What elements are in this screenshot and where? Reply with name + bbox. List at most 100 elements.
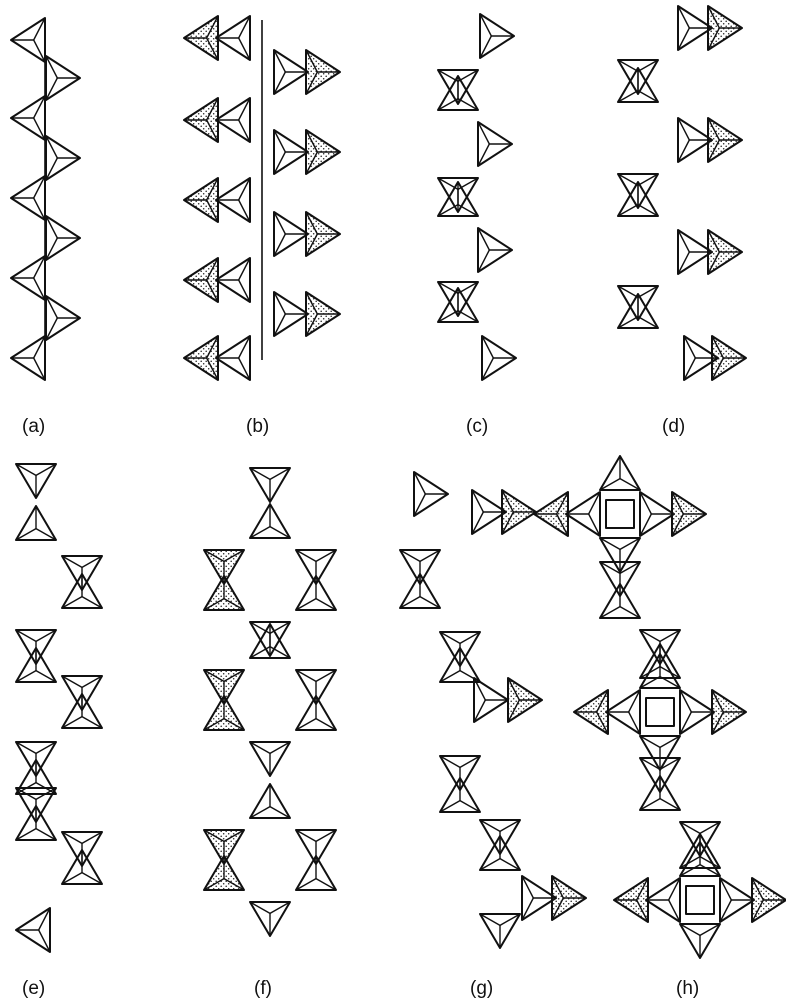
tetrahedron-face bbox=[479, 835, 521, 871]
tetrahedron-face bbox=[61, 555, 103, 591]
tetrahedron-edge bbox=[45, 317, 58, 341]
tetrahedron bbox=[679, 689, 715, 735]
tetrahedron-face bbox=[473, 677, 509, 723]
tetrahedron bbox=[481, 335, 517, 381]
tetrahedron-edge bbox=[206, 279, 219, 303]
tetrahedron-edge bbox=[295, 829, 317, 842]
tetrahedron-edge bbox=[273, 313, 286, 337]
tetrahedron-face bbox=[605, 689, 641, 735]
tetrahedron-edge bbox=[457, 310, 479, 323]
tetrahedron-face bbox=[683, 335, 719, 381]
tetrahedron-edge bbox=[305, 211, 318, 235]
tetrahedron bbox=[719, 877, 755, 923]
tetrahedron-edge bbox=[206, 335, 219, 359]
tetrahedron-edge bbox=[437, 281, 459, 294]
tetrahedron-edge bbox=[305, 49, 318, 73]
panel-h-label: (h) bbox=[676, 978, 699, 999]
tetrahedron-face bbox=[15, 805, 57, 841]
tetrahedron-edge bbox=[315, 878, 337, 891]
tetrahedron bbox=[565, 491, 601, 537]
stippled-tetrahedron bbox=[203, 855, 245, 891]
tetrahedron-edge bbox=[659, 735, 681, 748]
tetrahedron-face bbox=[481, 335, 517, 381]
tetrahedron-face bbox=[617, 59, 659, 95]
tetrahedron bbox=[15, 805, 57, 841]
tetrahedron-edge bbox=[439, 670, 461, 683]
tetrahedron-edge bbox=[206, 37, 219, 61]
tetrahedron-edge bbox=[61, 716, 83, 729]
tetrahedron-edge bbox=[679, 923, 701, 936]
tetrahedron-face bbox=[273, 211, 309, 257]
tetrahedron-edge bbox=[15, 629, 37, 642]
tetrahedron-face bbox=[399, 549, 441, 585]
tetrahedron-edge bbox=[437, 69, 459, 82]
tetrahedron-edge bbox=[477, 121, 490, 145]
tetrahedron-edge bbox=[273, 129, 286, 153]
tetrahedron-edge bbox=[223, 718, 245, 731]
tetrahedron-edge bbox=[61, 831, 83, 844]
tetrahedron-edge bbox=[479, 13, 492, 37]
tetrahedron-edge bbox=[617, 90, 639, 103]
tetrahedron bbox=[61, 573, 103, 609]
tetrahedron-edge bbox=[637, 90, 659, 103]
tetrahedron-edge bbox=[471, 489, 484, 513]
tetrahedron-edge bbox=[677, 251, 690, 275]
tetrahedron bbox=[249, 503, 291, 539]
tetrahedron-edge bbox=[707, 229, 720, 253]
tetrahedron-face bbox=[679, 821, 721, 857]
tetrahedron-edge bbox=[315, 598, 337, 611]
tetrahedron bbox=[215, 15, 251, 61]
tetrahedron-edge bbox=[305, 313, 318, 337]
tetrahedron-edge bbox=[223, 829, 245, 842]
tetrahedron-edge bbox=[206, 257, 219, 281]
tetrahedron-edge bbox=[203, 598, 225, 611]
tetrahedron-edge bbox=[238, 97, 251, 121]
tetrahedron-edge bbox=[238, 37, 251, 61]
tetrahedron-edge bbox=[15, 670, 37, 683]
tetrahedron-edge bbox=[269, 646, 291, 659]
tetrahedron-edge bbox=[223, 669, 245, 682]
tetrahedron-edge bbox=[38, 907, 51, 931]
stippled-tetrahedron bbox=[203, 695, 245, 731]
tetrahedron bbox=[399, 573, 441, 609]
tetrahedron-edge bbox=[295, 718, 317, 731]
tetrahedron-edge bbox=[711, 357, 724, 381]
tetrahedron-face bbox=[437, 177, 479, 213]
stippled-tetrahedron bbox=[183, 335, 219, 381]
tetrahedron-face bbox=[249, 901, 291, 937]
tetrahedron-edge bbox=[479, 819, 501, 832]
tetrahedron-edge bbox=[33, 277, 46, 301]
tetrahedron-edge bbox=[61, 675, 83, 688]
tetrahedron-edge bbox=[699, 856, 721, 869]
tetrahedron-face bbox=[679, 841, 721, 877]
tetrahedron-edge bbox=[556, 491, 569, 515]
tetrahedron bbox=[273, 211, 309, 257]
tetrahedron-edge bbox=[238, 257, 251, 281]
tetrahedron bbox=[249, 901, 291, 937]
tetrahedron-edge bbox=[521, 875, 534, 899]
tetrahedron-edge bbox=[599, 561, 621, 574]
tetrahedron-face bbox=[599, 583, 641, 619]
tetrahedron-face bbox=[15, 629, 57, 665]
tetrahedron-edge bbox=[269, 901, 291, 914]
tetrahedron-edge bbox=[81, 716, 103, 729]
tetrahedron-edge bbox=[437, 98, 459, 111]
tetrahedron-edge bbox=[81, 596, 103, 609]
tetrahedron-face bbox=[471, 489, 507, 535]
tetrahedron-edge bbox=[639, 735, 661, 748]
tetrahedron-edge bbox=[521, 897, 534, 921]
tetrahedron-edge bbox=[671, 491, 684, 515]
tetrahedron bbox=[61, 831, 103, 867]
tetrahedron-face bbox=[215, 257, 251, 303]
tetrahedron-edge bbox=[671, 513, 684, 537]
tetrahedron bbox=[249, 467, 291, 503]
tetrahedron-edge bbox=[269, 741, 291, 754]
stippled-tetrahedron bbox=[551, 875, 587, 921]
tetrahedron bbox=[437, 75, 479, 111]
tetrahedron-face bbox=[45, 295, 81, 341]
tetrahedron bbox=[439, 777, 481, 813]
tetrahedron-edge bbox=[238, 199, 251, 223]
tetrahedron-edge bbox=[238, 15, 251, 39]
tetrahedron-face bbox=[249, 741, 291, 777]
tetrahedron-face bbox=[15, 759, 57, 795]
